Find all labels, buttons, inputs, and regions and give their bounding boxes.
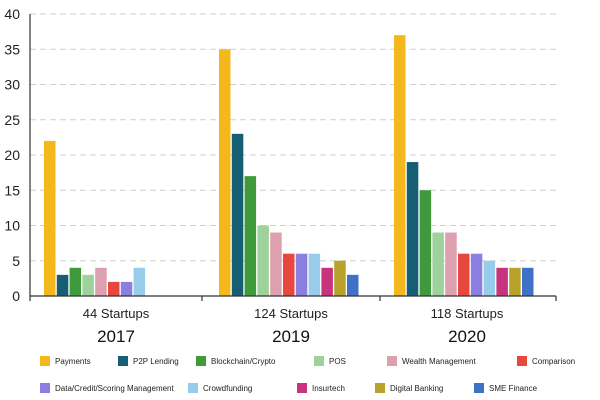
bar-data-credit-scoring-management-2020: [470, 253, 483, 296]
bar-pos-2017: [82, 274, 94, 296]
legend-swatch-crowdfunding: [188, 383, 198, 393]
legend-swatch-wealth-management: [387, 356, 397, 366]
legend-label-crowdfunding: Crowdfunding: [203, 384, 252, 393]
bar-blockchain-crypto-2020: [419, 190, 432, 296]
gridlines: [30, 13, 556, 262]
category-startups-label: 124 Startups: [254, 306, 328, 321]
legend-swatch-comparison: [517, 356, 527, 366]
legend-label-wealth-management: Wealth Management: [402, 357, 476, 366]
y-axis-ticks: 0 5 10 15 20 25 30 35 40: [4, 6, 20, 304]
legend-swatch-sme-finance: [474, 383, 484, 393]
category-year-label: 2020: [448, 327, 486, 346]
y-tick-label: 20: [4, 147, 20, 163]
bar-payments-2017: [44, 140, 56, 296]
x-axis-labels: 44 Startups 2017 124 Startups 2019 118 Start…: [83, 306, 504, 346]
legend-swatch-data-credit-scoring-management: [40, 383, 50, 393]
y-tick-label: 40: [4, 6, 20, 22]
bar-pos-2019: [257, 225, 269, 296]
y-tick-label: 5: [12, 253, 20, 269]
bar-wealth-management-2019: [270, 232, 282, 296]
bar-sme-finance-2020: [522, 267, 534, 296]
bar-crowdfunding-2020: [483, 260, 496, 296]
legend-label-sme-finance: SME Finance: [489, 384, 538, 393]
y-tick-label: 10: [4, 218, 20, 234]
bar-payments-2020: [394, 35, 406, 297]
bar-payments-2019: [219, 49, 231, 296]
legend: Payments P2P Lending Blockchain/Crypto POS W…: [40, 356, 575, 393]
legend-label-data-credit-scoring-management: Data/Credit/Scoring Management: [55, 384, 175, 393]
category-year-label: 2019: [272, 327, 310, 346]
bar-blockchain-crypto-2017: [69, 267, 82, 296]
y-tick-label: 25: [4, 112, 20, 128]
bar-crowdfunding-2017: [133, 267, 146, 296]
category-year-label: 2017: [97, 327, 135, 346]
bar-comparison-2020: [458, 253, 470, 296]
legend-label-digital-banking: Digital Banking: [390, 384, 443, 393]
bar-data-credit-scoring-management-2017: [120, 281, 133, 296]
bar-digital-banking-2019: [334, 260, 346, 296]
bar-insurtech-2019: [321, 267, 333, 296]
bar-blockchain-crypto-2019: [244, 176, 257, 296]
bar-data-credit-scoring-management-2019: [295, 253, 308, 296]
legend-label-pos: POS: [329, 357, 346, 366]
bar-digital-banking-2020: [509, 267, 521, 296]
y-tick-label: 15: [4, 182, 20, 198]
bar-pos-2020: [432, 232, 444, 296]
y-tick-label: 35: [4, 41, 20, 57]
legend-swatch-digital-banking: [375, 383, 385, 393]
bar-sme-finance-2019: [347, 274, 359, 296]
bar-insurtech-2020: [496, 267, 508, 296]
axes: [29, 14, 557, 301]
category-startups-label: 118 Startups: [431, 306, 504, 321]
bar-wealth-management-2020: [445, 232, 457, 296]
legend-swatch-blockchain-crypto: [196, 356, 206, 366]
legend-label-blockchain-crypto: Blockchain/Crypto: [211, 357, 276, 366]
bar-p2p-lending-2020: [406, 162, 419, 296]
legend-label-payments: Payments: [55, 357, 91, 366]
y-tick-label: 0: [12, 288, 20, 304]
legend-swatch-insurtech: [297, 383, 307, 393]
legend-swatch-pos: [314, 356, 324, 366]
legend-swatch-p2p-lending: [118, 356, 128, 366]
legend-label-insurtech: Insurtech: [312, 384, 345, 393]
legend-swatch-payments: [40, 356, 50, 366]
bar-comparison-2019: [283, 253, 295, 296]
bar-p2p-lending-2019: [231, 133, 244, 296]
bar-p2p-lending-2017: [56, 274, 69, 296]
bar-comparison-2017: [108, 281, 120, 296]
legend-label-comparison: Comparison: [532, 357, 575, 366]
bar-wealth-management-2017: [95, 267, 107, 296]
category-startups-label: 44 Startups: [83, 306, 150, 321]
legend-label-p2p-lending: P2P Lending: [133, 357, 179, 366]
y-tick-label: 30: [4, 77, 20, 93]
bar-crowdfunding-2019: [308, 253, 321, 296]
bars: [44, 35, 534, 297]
